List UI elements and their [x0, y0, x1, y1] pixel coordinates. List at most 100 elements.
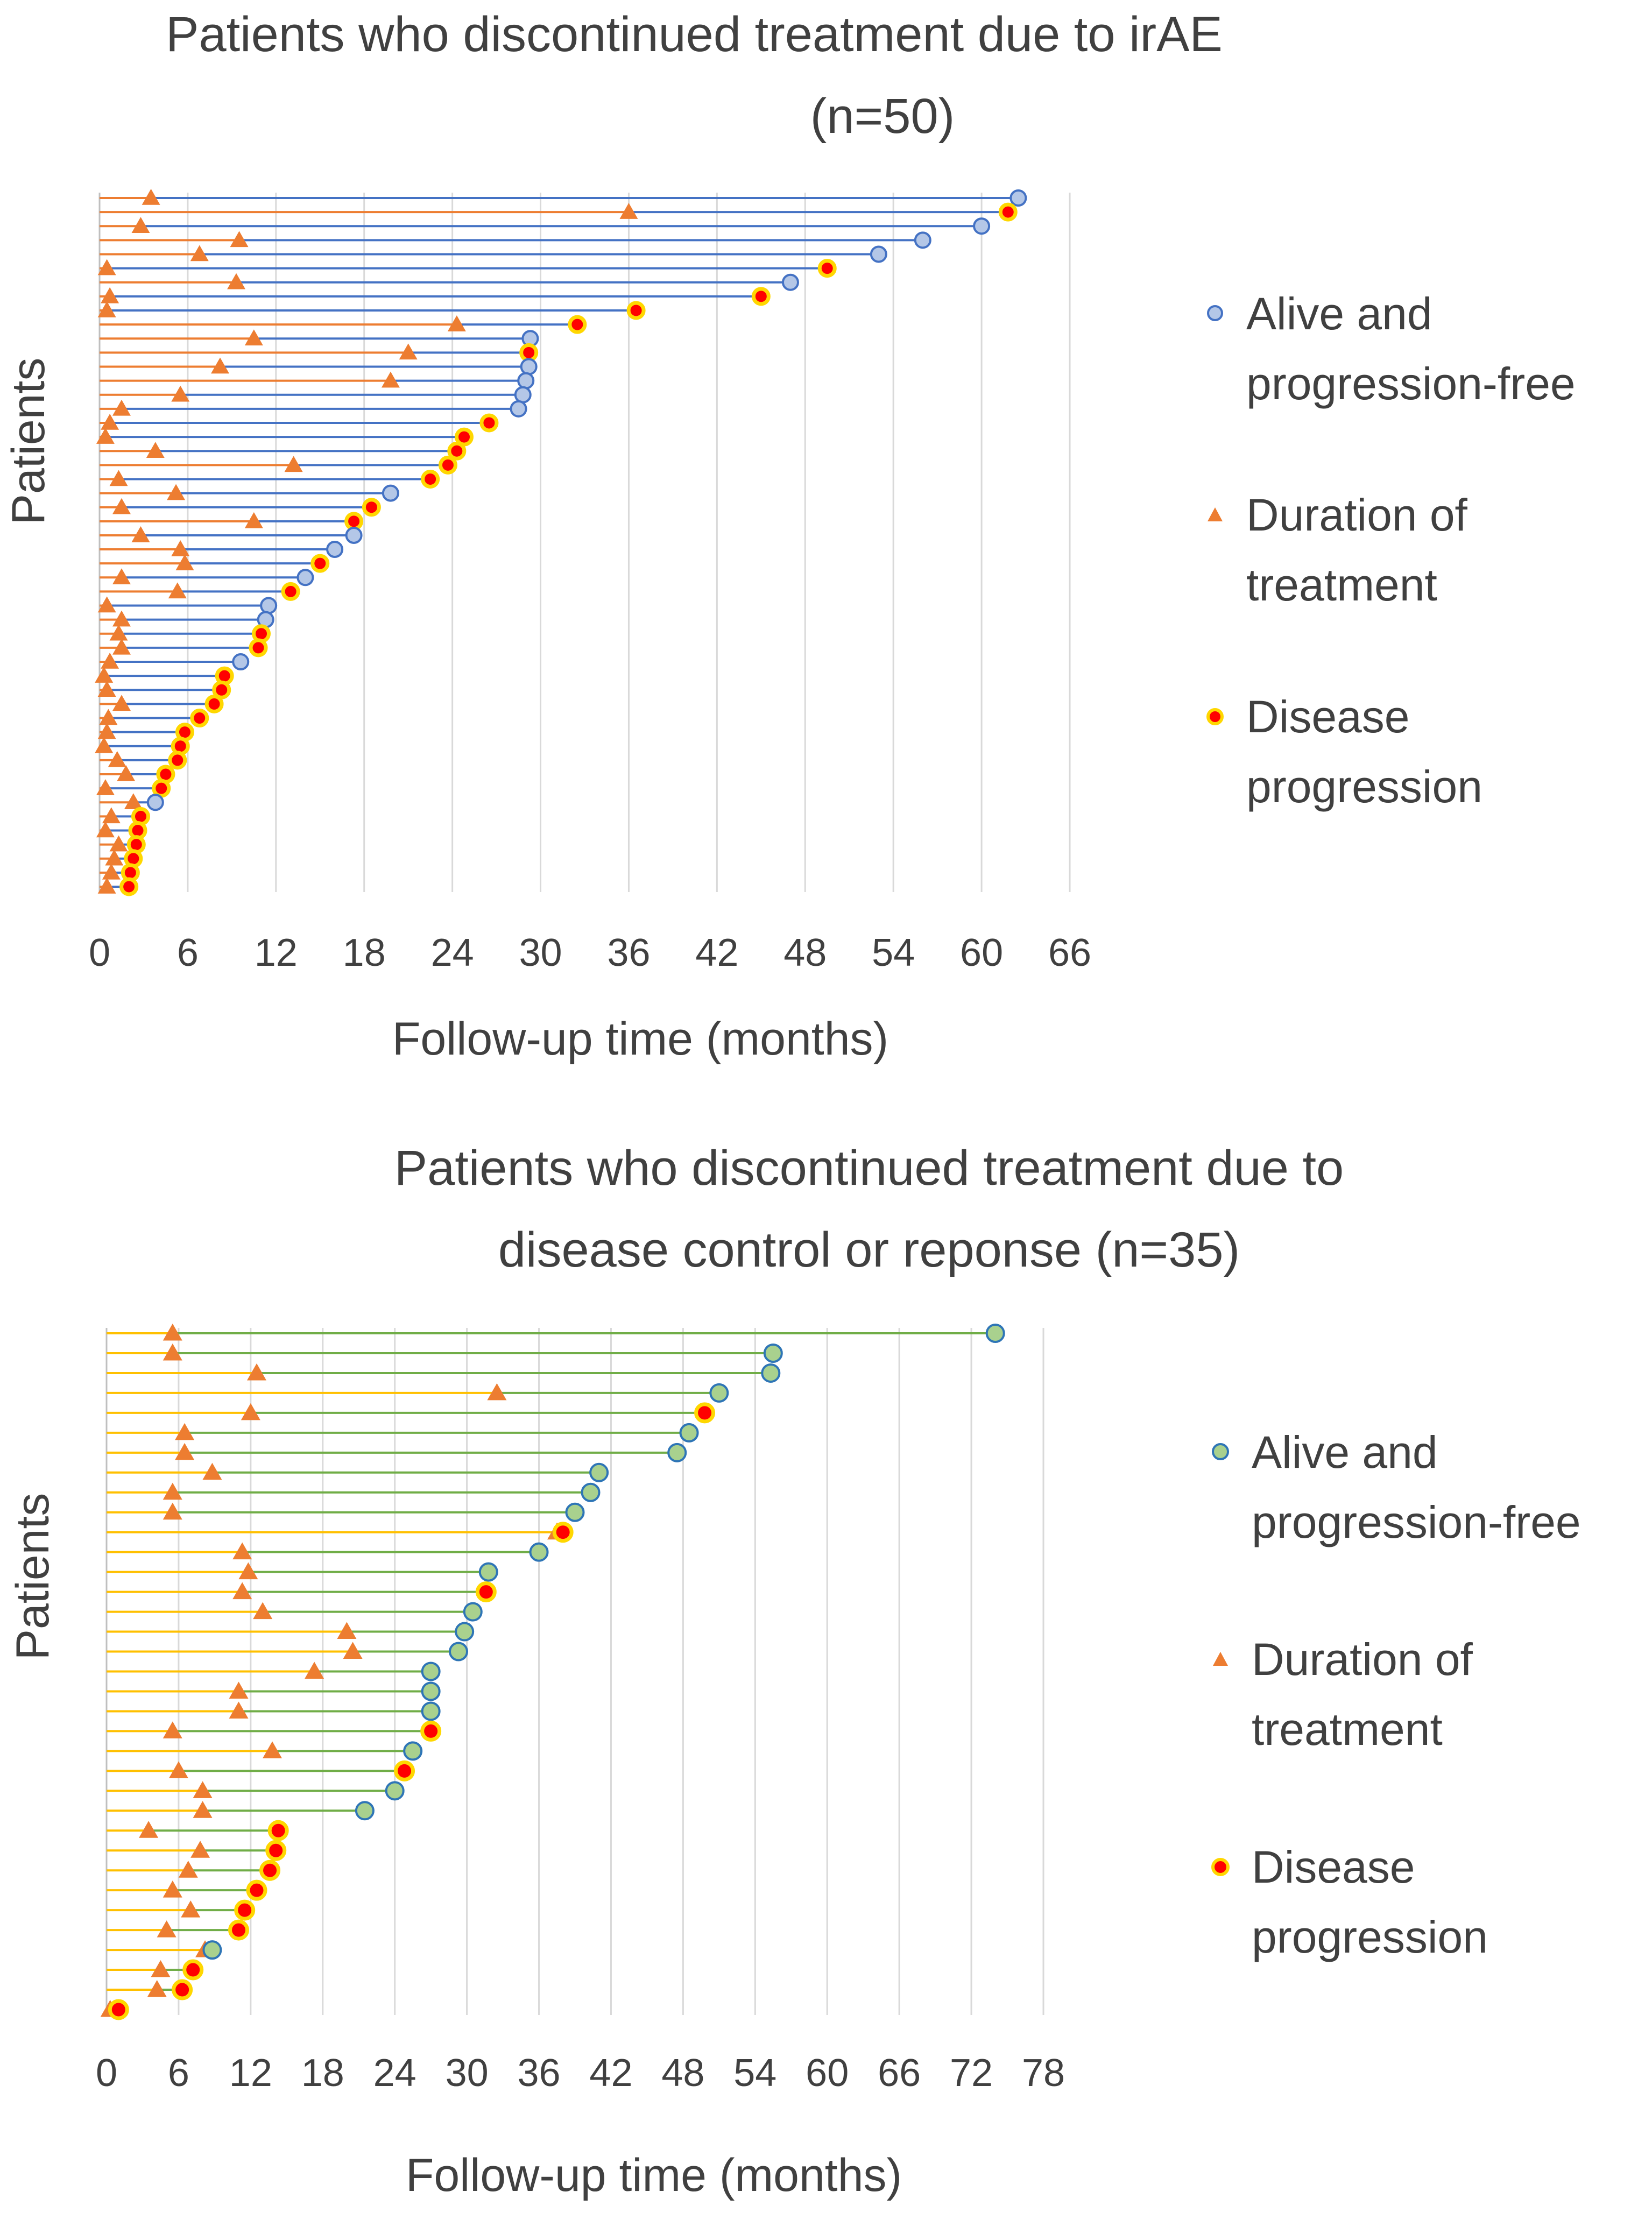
patient-row [107, 1542, 549, 1562]
patient-row [100, 329, 539, 348]
treatment-end-marker [146, 442, 165, 458]
patient-row [107, 1760, 415, 1781]
x-tick-label: 72 [950, 2052, 993, 2095]
patient-row [96, 779, 171, 798]
alive-progression-free-marker [581, 1482, 601, 1502]
treatment-end-marker [171, 385, 190, 402]
x-tick-label: 30 [446, 2052, 489, 2095]
treatment-end-marker [102, 863, 121, 880]
patient-row [96, 427, 474, 447]
legend-item-treatment: Duration of treatment [1213, 1634, 1473, 1755]
legend-progression-label-line-1: Disease [1246, 691, 1409, 742]
treatment-end-marker [112, 399, 131, 416]
treatment-end-marker [97, 259, 116, 275]
patient-row [107, 1720, 442, 1742]
alive-progression-free-marker [146, 794, 164, 811]
patient-row [99, 709, 209, 728]
patient-row [107, 1502, 585, 1522]
alive-progression-free-marker [667, 1443, 687, 1462]
patient-row [100, 399, 527, 418]
treatment-end-marker [181, 1900, 201, 1918]
legend-alive-label-line-1: Alive and [1246, 288, 1432, 339]
treatment-end-marker [238, 1562, 258, 1580]
patient-row [107, 1402, 716, 1424]
chart-1-title-line-1: Patients who discontinued treatment due … [166, 7, 1223, 62]
alive-progression-free-marker [260, 597, 278, 614]
alive-progression-free-marker [202, 1940, 222, 1960]
patient-row [107, 1919, 250, 1941]
patient-row [97, 877, 139, 896]
alive-progression-free-marker [326, 541, 344, 558]
treatment-end-marker [178, 1861, 198, 1878]
disease-progression-marker [310, 554, 330, 573]
treatment-end-marker [124, 793, 143, 810]
patient-row [100, 498, 381, 517]
treatment-end-marker [97, 681, 116, 697]
disease-progression-marker [228, 1919, 250, 1941]
treatment-end-marker [190, 1841, 210, 1858]
disease-progression-marker [182, 1959, 204, 1981]
x-tick-label: 36 [517, 2052, 560, 2095]
x-tick-label: 18 [301, 2052, 344, 2095]
disease-progression-marker [438, 455, 457, 475]
patient-row [100, 189, 1027, 207]
treatment-end-marker [305, 1661, 324, 1679]
legend-treatment-label-line-2: treatment [1252, 1704, 1443, 1755]
alive-progression-free-marker [455, 1622, 475, 1642]
x-tick-label: 6 [177, 931, 199, 974]
x-tick-label: 42 [589, 2052, 632, 2095]
patient-row [100, 469, 440, 489]
alive-progression-free-marker [870, 245, 887, 263]
alive-progression-free-marker [345, 526, 363, 544]
patient-row [100, 624, 271, 644]
disease-progression-marker [998, 202, 1018, 222]
x-tick-label: 54 [733, 2052, 776, 2095]
alive-progression-free-marker [973, 217, 991, 235]
patient-row [100, 385, 532, 404]
legend-treatment-marker [1213, 1652, 1228, 1666]
patient-row [100, 413, 499, 433]
disease-progression-marker [204, 694, 224, 713]
alive-progression-free-marker [763, 1343, 783, 1363]
treatment-end-marker [263, 1741, 283, 1758]
disease-progression-marker [751, 287, 771, 306]
patient-row [107, 1482, 601, 1502]
patient-row [100, 455, 457, 475]
treatment-end-marker [343, 1642, 363, 1659]
patient-row [107, 1879, 267, 1901]
alive-progression-free-marker [448, 1642, 468, 1661]
legend-progression-marker [1206, 708, 1224, 725]
patient-row [100, 751, 187, 770]
disease-progression-marker [259, 1860, 281, 1881]
treatment-end-marker [96, 428, 115, 444]
legend-item-alive: Alive and progression-free [1212, 1427, 1581, 1547]
treatment-end-marker [381, 371, 400, 388]
chart-2-title-line-2: disease control or reponse (n=35) [498, 1222, 1240, 1277]
treatment-end-marker [232, 1582, 252, 1600]
legend-alive-marker [1207, 305, 1223, 321]
alive-progression-free-marker [421, 1701, 441, 1721]
x-tick-label: 66 [1048, 931, 1091, 974]
x-tick-label: 54 [872, 931, 915, 974]
x-tick-label: 12 [229, 2052, 272, 2095]
alive-progression-free-marker [1009, 189, 1027, 207]
x-tick-label: 30 [519, 931, 562, 974]
treatment-end-marker [163, 1721, 182, 1738]
legend-treatment-label-line-2: treatment [1246, 560, 1437, 610]
x-tick-label: 48 [661, 2052, 704, 2095]
x-tick-label: 0 [89, 931, 110, 974]
treatment-end-marker [151, 1960, 171, 1977]
patient-row [107, 1820, 289, 1841]
alive-progression-free-marker [463, 1602, 483, 1622]
legend-alive-label-line-2: progression-free [1246, 358, 1576, 409]
x-tick-label: 24 [431, 931, 474, 974]
disease-progression-marker [152, 779, 171, 798]
treatment-end-marker [109, 624, 128, 641]
disease-progression-marker [344, 512, 364, 531]
patient-row [107, 1681, 441, 1701]
patient-row [107, 1602, 483, 1622]
x-tick-label: 12 [255, 931, 298, 974]
legend-item-treatment: Duration of treatment [1208, 490, 1468, 610]
alive-progression-free-marker [914, 231, 931, 249]
disease-progression-marker [552, 1522, 574, 1543]
